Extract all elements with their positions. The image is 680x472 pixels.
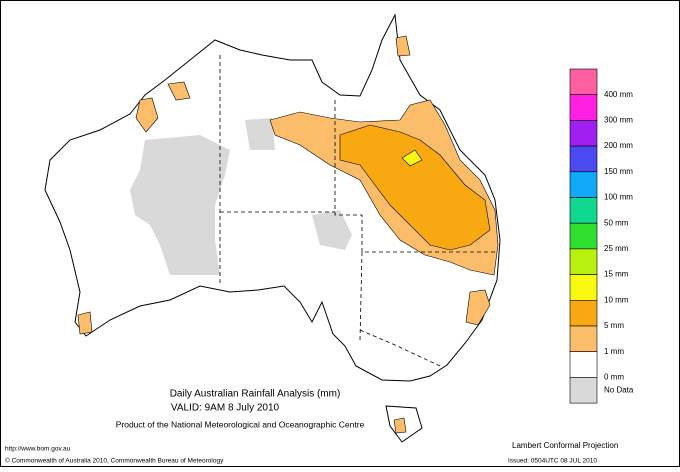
copyright: © Commonwealth of Australia 2010, Common… — [5, 457, 224, 465]
product-note: Product of the National Meteorological a… — [116, 419, 365, 429]
legend-swatch — [569, 94, 598, 121]
legend: 400 mm 300 mm 200 mm 150 mm 100 mm 50 mm 25 mm… — [569, 68, 634, 404]
legend-label: 10 mm — [604, 295, 629, 304]
url: http://www.bom.gov.au — [5, 446, 71, 453]
legend-swatch — [569, 171, 598, 198]
no-data-areas — [130, 118, 352, 275]
legend-label: 100 mm — [604, 193, 633, 202]
map-title: Daily Australian Rainfall Analysis (mm) — [170, 389, 341, 400]
legend-label: 1 mm — [604, 347, 624, 356]
legend-label: 0 mm — [604, 373, 624, 382]
issued: Issued: 0504UTC 08 JUL 2010 — [508, 458, 597, 465]
legend-swatch — [569, 274, 598, 301]
legend-swatch — [569, 325, 598, 353]
legend-label: 25 mm — [604, 244, 629, 253]
legend-label: 400 mm — [604, 90, 633, 99]
legend-swatch — [569, 145, 598, 173]
state-borders — [219, 55, 495, 367]
legend-swatch — [569, 197, 598, 224]
valid-time: VALID: 9AM 8 July 2010 — [171, 403, 280, 414]
legend-swatch — [569, 351, 598, 378]
legend-label: 300 mm — [604, 116, 633, 125]
legend-swatch — [569, 120, 598, 147]
legend-swatch — [569, 299, 598, 327]
projection: Lambert Conformal Projection — [512, 441, 618, 450]
legend-swatch — [569, 248, 598, 275]
legend-label: 5 mm — [604, 321, 624, 330]
rainfall-areas — [77, 35, 499, 434]
legend-label: 200 mm — [604, 141, 633, 150]
legend-label: 15 mm — [604, 270, 629, 279]
legend-swatch — [569, 222, 598, 250]
legend-swatch — [569, 377, 598, 404]
australia-mainland — [44, 13, 501, 382]
legend-swatch — [569, 68, 598, 96]
legend-label: 150 mm — [604, 167, 633, 176]
legend-label: No Data — [604, 386, 634, 395]
legend-label: 50 mm — [604, 218, 629, 227]
